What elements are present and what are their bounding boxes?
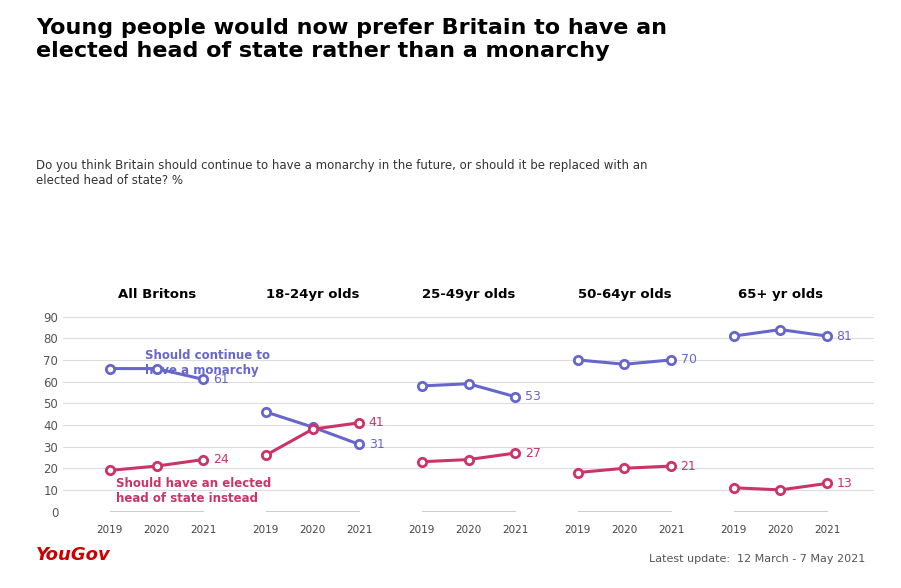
Text: 2020: 2020 xyxy=(299,524,325,534)
Text: 21: 21 xyxy=(680,460,696,473)
Text: 18-24yr olds: 18-24yr olds xyxy=(266,289,359,302)
Text: 13: 13 xyxy=(836,477,852,490)
Text: 61: 61 xyxy=(213,373,229,386)
Text: 2019: 2019 xyxy=(96,524,123,534)
Text: 24: 24 xyxy=(213,453,229,466)
Text: 65+ yr olds: 65+ yr olds xyxy=(738,289,823,302)
Text: 2021: 2021 xyxy=(346,524,372,534)
Text: 2019: 2019 xyxy=(408,524,435,534)
Text: All Britons: All Britons xyxy=(117,289,196,302)
Text: 2020: 2020 xyxy=(143,524,169,534)
Text: 70: 70 xyxy=(680,353,696,366)
Text: 2021: 2021 xyxy=(190,524,216,534)
Text: 2021: 2021 xyxy=(814,524,841,534)
Text: 2020: 2020 xyxy=(455,524,482,534)
Text: 2021: 2021 xyxy=(502,524,529,534)
Text: 25-49yr olds: 25-49yr olds xyxy=(422,289,515,302)
Text: Should have an elected
head of state instead: Should have an elected head of state ins… xyxy=(116,477,271,505)
Text: 27: 27 xyxy=(524,446,541,460)
Text: Do you think Britain should continue to have a monarchy in the future, or should: Do you think Britain should continue to … xyxy=(36,159,648,187)
Text: 2019: 2019 xyxy=(721,524,747,534)
Text: 2019: 2019 xyxy=(252,524,279,534)
Text: 81: 81 xyxy=(836,330,852,343)
Text: Should continue to
have a monarchy: Should continue to have a monarchy xyxy=(145,349,270,377)
Text: 31: 31 xyxy=(369,438,385,451)
Text: 53: 53 xyxy=(524,390,541,403)
Text: YouGov: YouGov xyxy=(36,546,111,564)
Text: Young people would now prefer Britain to have an
elected head of state rather th: Young people would now prefer Britain to… xyxy=(36,18,667,61)
Text: 2020: 2020 xyxy=(768,524,794,534)
Text: 41: 41 xyxy=(369,416,385,429)
Text: 50-64yr olds: 50-64yr olds xyxy=(578,289,671,302)
Text: Latest update:  12 March - 7 May 2021: Latest update: 12 March - 7 May 2021 xyxy=(649,554,865,564)
Text: 2021: 2021 xyxy=(658,524,685,534)
Text: 2019: 2019 xyxy=(565,524,591,534)
Text: 2020: 2020 xyxy=(612,524,638,534)
